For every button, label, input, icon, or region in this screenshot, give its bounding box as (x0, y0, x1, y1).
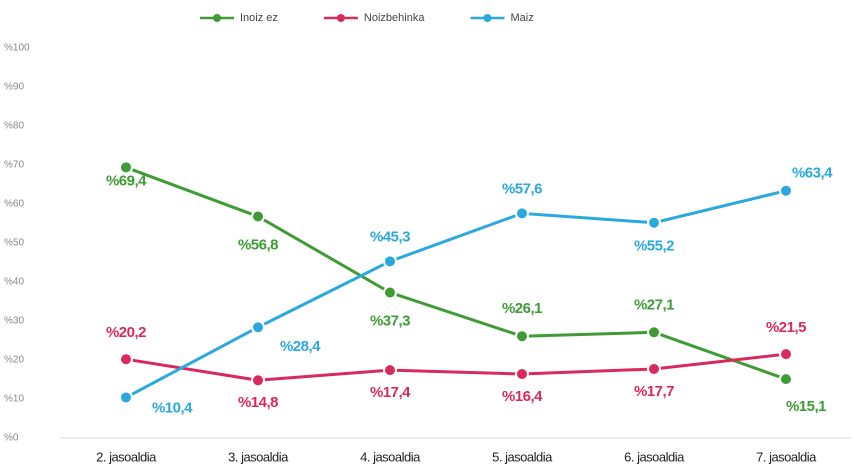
x-tick-label: 2. jasoaldia (96, 449, 157, 464)
series-line (125, 352, 787, 382)
y-tick-label: %30 (4, 316, 24, 327)
data-point (779, 372, 793, 387)
legend-dot (483, 14, 492, 22)
data-point (647, 215, 661, 230)
data-point (779, 347, 793, 362)
data-label: %17,7 (634, 383, 674, 400)
y-tick-label: %70 (4, 160, 24, 171)
data-point (251, 209, 265, 224)
legend-dot (213, 14, 221, 22)
data-point (383, 363, 397, 378)
data-point (779, 183, 793, 198)
data-point (515, 367, 529, 382)
x-tick-label: 5. jasoaldia (492, 449, 553, 464)
data-point (119, 160, 133, 175)
legend-label: Noizbehinka (364, 12, 425, 24)
x-tick-label: 7. jasoaldia (756, 449, 817, 464)
data-point (383, 254, 397, 269)
x-tick-label: 6. jasoaldia (624, 449, 685, 464)
y-tick-label: %60 (4, 199, 24, 210)
x-tick-label: 4. jasoaldia (360, 449, 421, 464)
series-line (125, 189, 787, 399)
data-label: %37,3 (370, 312, 410, 329)
data-point (647, 325, 661, 340)
data-point (119, 352, 133, 367)
series-line (125, 165, 787, 381)
x-tick-label: 3. jasoaldia (228, 449, 289, 464)
data-label: %28,4 (280, 338, 321, 355)
y-tick-label: %90 (4, 82, 24, 93)
data-label: %55,2 (634, 238, 674, 255)
legend-dot (336, 14, 345, 22)
y-tick-label: %20 (4, 355, 24, 366)
y-tick-label: %50 (4, 238, 24, 249)
data-label: %16,4 (502, 388, 543, 405)
data-label: %14,8 (238, 394, 278, 411)
data-point (251, 320, 265, 335)
y-tick-label: %40 (4, 277, 24, 288)
y-tick-label: %10 (4, 394, 24, 405)
data-label: %21,5 (766, 319, 806, 336)
data-point (383, 285, 397, 300)
data-label: %56,8 (238, 236, 278, 253)
data-label: %57,6 (502, 180, 542, 197)
legend-label: Inoiz ez (240, 12, 278, 24)
data-point (515, 206, 529, 221)
data-label: %69,4 (106, 172, 147, 189)
data-label: %20,2 (106, 324, 146, 341)
data-point (647, 361, 661, 376)
y-tick-label: %0 (4, 433, 19, 444)
data-label: %15,1 (786, 398, 826, 415)
data-point (119, 390, 133, 405)
legend-label: Maiz (510, 12, 533, 24)
y-tick-label: %80 (4, 121, 24, 132)
data-point (515, 329, 529, 344)
data-label: %10,4 (152, 399, 193, 416)
data-point (251, 373, 265, 388)
data-label: %63,4 (792, 165, 833, 182)
data-label: %27,1 (634, 296, 674, 313)
data-label: %17,4 (370, 384, 411, 401)
data-label: %45,3 (370, 228, 410, 245)
data-label: %26,1 (502, 300, 542, 317)
y-tick-label: %100 (4, 43, 30, 54)
